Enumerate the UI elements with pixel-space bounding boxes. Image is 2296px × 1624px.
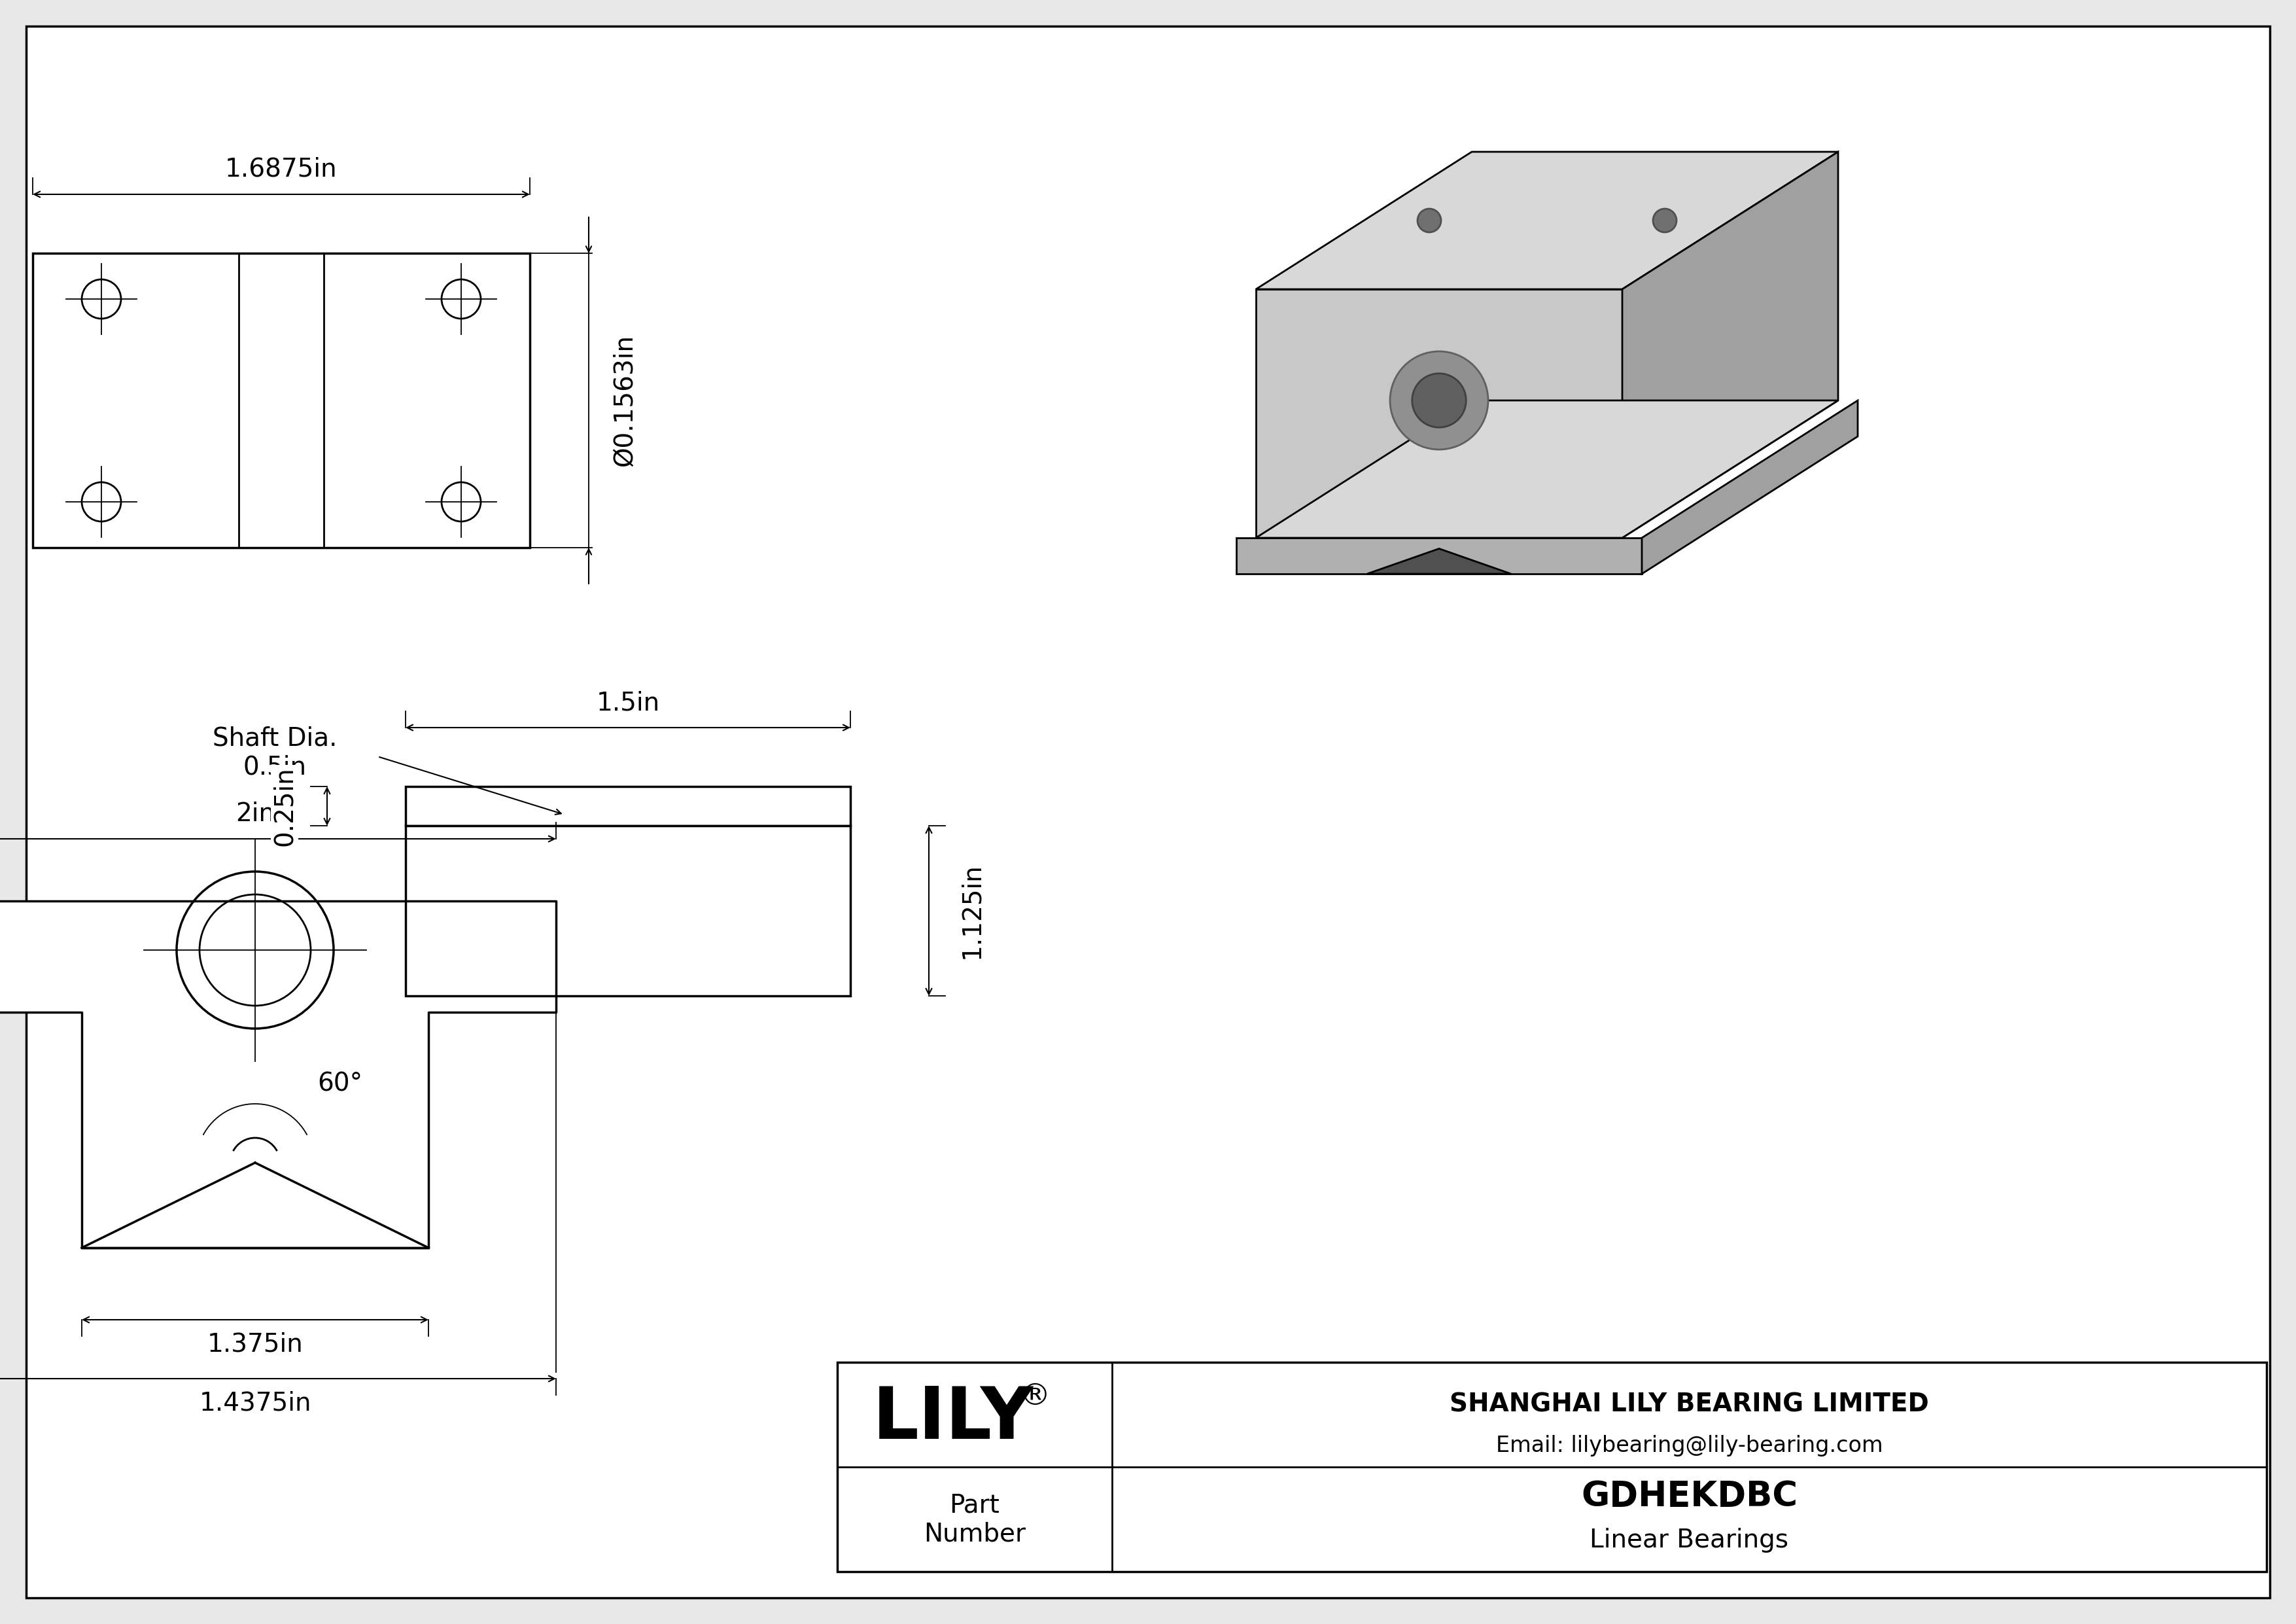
Text: Shaft Dia.: Shaft Dia. <box>214 726 338 752</box>
Text: 0.25in: 0.25in <box>273 767 296 846</box>
Circle shape <box>83 279 122 318</box>
Polygon shape <box>1623 151 1839 538</box>
Text: Ø0.1563in: Ø0.1563in <box>613 335 636 466</box>
Bar <box>406 786 850 825</box>
Text: 0.5in: 0.5in <box>243 755 305 780</box>
Text: LILY: LILY <box>872 1384 1033 1453</box>
Polygon shape <box>1256 151 1839 289</box>
Bar <box>838 1363 2266 1572</box>
Circle shape <box>441 482 480 521</box>
Text: Linear Bearings: Linear Bearings <box>1589 1528 1789 1553</box>
Bar <box>406 825 850 996</box>
Polygon shape <box>1366 549 1511 573</box>
Text: 2in: 2in <box>236 802 276 827</box>
Text: ®: ® <box>1019 1382 1052 1411</box>
Text: 1.6875in: 1.6875in <box>225 158 338 182</box>
Circle shape <box>177 872 333 1028</box>
Circle shape <box>1389 351 1488 450</box>
Polygon shape <box>1256 289 1623 538</box>
Polygon shape <box>0 901 556 1247</box>
Text: SHANGHAI LILY BEARING LIMITED: SHANGHAI LILY BEARING LIMITED <box>1449 1392 1929 1416</box>
Text: 1.4375in: 1.4375in <box>200 1392 312 1416</box>
Polygon shape <box>1235 538 1642 573</box>
Circle shape <box>1412 374 1467 427</box>
Bar <box>32 253 530 547</box>
Text: 1.5in: 1.5in <box>597 690 659 715</box>
Circle shape <box>1653 209 1676 232</box>
Text: 1.125in: 1.125in <box>960 862 983 958</box>
Text: Email: lilybearing@lily-bearing.com: Email: lilybearing@lily-bearing.com <box>1495 1436 1883 1457</box>
Polygon shape <box>1642 401 1857 573</box>
Polygon shape <box>1256 401 1839 538</box>
Text: 1.375in: 1.375in <box>207 1332 303 1358</box>
Text: Part
Number: Part Number <box>923 1492 1026 1546</box>
Text: GDHEKDBC: GDHEKDBC <box>1582 1479 1798 1514</box>
Text: 60°: 60° <box>317 1072 363 1096</box>
Circle shape <box>200 895 310 1005</box>
Circle shape <box>441 279 480 318</box>
Circle shape <box>83 482 122 521</box>
Circle shape <box>1417 209 1442 232</box>
